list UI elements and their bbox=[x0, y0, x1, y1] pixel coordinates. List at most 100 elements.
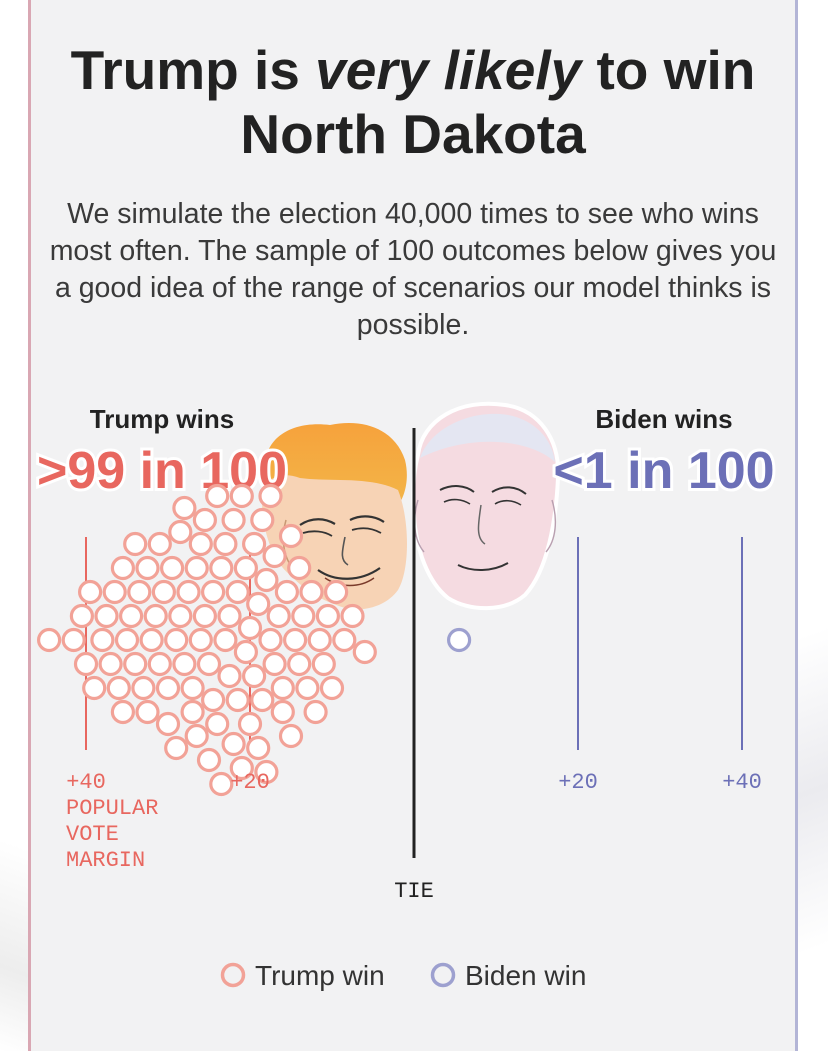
outcome-dot bbox=[209, 555, 234, 581]
outcome-dots bbox=[36, 483, 472, 797]
outcome-dot bbox=[332, 627, 357, 653]
outcome-dot bbox=[352, 639, 377, 665]
outcome-dot bbox=[201, 687, 226, 713]
outcome-dot bbox=[319, 675, 345, 701]
trump-wins-label: Trump wins bbox=[90, 404, 234, 434]
outcome-dot bbox=[237, 711, 263, 737]
outcome-dot bbox=[147, 531, 172, 557]
x-tick-label: +20 bbox=[230, 770, 270, 795]
outcome-dot bbox=[82, 675, 107, 701]
outcome-dot bbox=[180, 699, 205, 725]
legend-biden-label: Biden win bbox=[465, 960, 586, 991]
outcome-dot bbox=[246, 591, 271, 617]
page-subtitle: We simulate the election 40,000 times to… bbox=[49, 198, 777, 341]
tick-labels: +40 +20 +20 +40 bbox=[66, 770, 762, 795]
outcome-dot bbox=[172, 651, 197, 677]
outcome-dot bbox=[221, 731, 246, 757]
outcome-dot bbox=[258, 483, 283, 509]
outcome-dot bbox=[184, 723, 209, 749]
background-shade-left bbox=[0, 0, 28, 1051]
outcome-dot bbox=[246, 735, 271, 761]
outcome-dot bbox=[188, 531, 213, 557]
outcome-dot bbox=[90, 627, 115, 653]
outcome-dot bbox=[258, 627, 283, 653]
outcome-dot bbox=[307, 627, 332, 653]
outcome-dot bbox=[196, 747, 222, 773]
outcome-dot bbox=[229, 755, 254, 781]
outcome-dot bbox=[147, 651, 172, 677]
outcome-dot bbox=[135, 555, 160, 581]
outcome-dot bbox=[217, 603, 242, 629]
outcome-dot bbox=[135, 699, 160, 725]
biden-win-probability: <1 in 100 bbox=[553, 442, 774, 500]
outcome-dot bbox=[36, 627, 62, 653]
outcome-dot bbox=[278, 523, 304, 549]
outcome-dot bbox=[98, 651, 123, 677]
outcome-dot bbox=[192, 507, 217, 533]
outcome-dot bbox=[69, 603, 95, 629]
outcome-dot bbox=[180, 675, 205, 701]
outcome-dot bbox=[250, 687, 275, 713]
outcome-dot bbox=[110, 555, 136, 581]
outcome-dot bbox=[114, 627, 140, 653]
outcome-dot bbox=[205, 483, 230, 509]
outcome-dot bbox=[225, 687, 250, 713]
outcome-dot bbox=[102, 579, 127, 605]
outcome-dot bbox=[188, 627, 213, 653]
outcome-dot bbox=[283, 627, 308, 653]
outcome-dot bbox=[270, 675, 295, 701]
outcome-dot bbox=[291, 603, 316, 629]
outcome-dot bbox=[106, 675, 131, 701]
outcome-dot bbox=[143, 603, 168, 629]
outcome-dot bbox=[254, 759, 279, 785]
outcome-dot bbox=[233, 639, 258, 665]
outcome-dot bbox=[94, 603, 119, 629]
outcome-dot bbox=[196, 651, 222, 677]
outcome-dot bbox=[254, 567, 279, 593]
outcome-dot bbox=[119, 603, 144, 629]
outcome-dot bbox=[164, 627, 189, 653]
outcome-dot bbox=[287, 555, 312, 581]
outcome-dot bbox=[192, 603, 217, 629]
legend-trump-marker bbox=[220, 962, 246, 988]
outcome-dot bbox=[160, 555, 185, 581]
x-tick-label: +40 bbox=[722, 770, 762, 795]
x-tick-label: +40 bbox=[66, 770, 106, 795]
outcome-dot bbox=[340, 603, 365, 629]
outcome-dot bbox=[447, 627, 472, 653]
outcome-dot bbox=[123, 651, 148, 677]
outcome-dot bbox=[233, 555, 258, 581]
legend-trump-label: Trump win bbox=[255, 960, 385, 991]
outcome-dot bbox=[262, 543, 287, 569]
outcome-dot bbox=[221, 507, 246, 533]
tie-label: TIE bbox=[394, 879, 434, 904]
x-axis-label: POPULAR VOTE MARGIN bbox=[66, 796, 158, 873]
outcome-dot bbox=[176, 579, 201, 605]
outcome-dot bbox=[324, 579, 349, 605]
outcome-dot bbox=[155, 711, 181, 737]
legend-biden-marker bbox=[430, 962, 456, 988]
outcome-dot bbox=[213, 531, 238, 557]
outcome-dot bbox=[262, 651, 287, 677]
outcome-dot bbox=[266, 603, 291, 629]
outcome-dot bbox=[168, 519, 193, 545]
biden-face-illustration bbox=[411, 401, 561, 611]
biden-wins-label: Biden wins bbox=[595, 404, 732, 434]
outcome-dot bbox=[139, 627, 164, 653]
outcome-dot bbox=[168, 603, 193, 629]
outcome-dot bbox=[184, 555, 209, 581]
outcome-dot bbox=[110, 699, 136, 725]
outcome-dot bbox=[164, 735, 189, 761]
outcome-dot bbox=[217, 663, 242, 689]
outcome-dot bbox=[151, 579, 176, 605]
outcome-dot bbox=[123, 531, 148, 557]
title-emphasis: very likely bbox=[315, 39, 582, 101]
page-title: Trump is very likely to win North Dakota bbox=[28, 38, 798, 166]
outcome-dot bbox=[229, 483, 254, 509]
outcome-dot bbox=[303, 699, 328, 725]
outcome-dot bbox=[127, 579, 152, 605]
outcome-dot bbox=[315, 603, 340, 629]
outcome-dot bbox=[201, 579, 226, 605]
outcome-dot bbox=[209, 771, 234, 797]
